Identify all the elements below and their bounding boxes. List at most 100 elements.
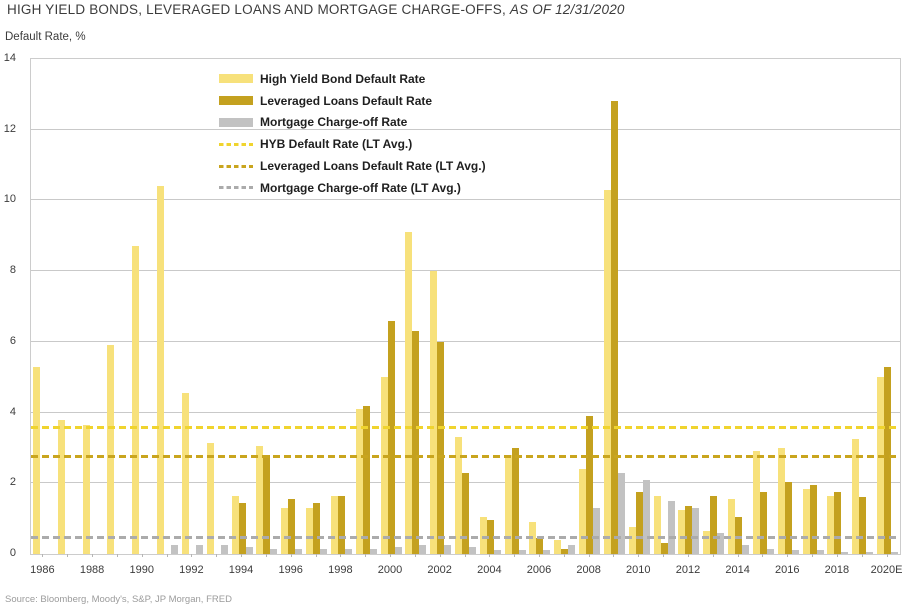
bar <box>752 451 760 554</box>
plot-area: High Yield Bond Default Rate Leveraged L… <box>30 58 901 555</box>
x-tick-mark <box>787 554 789 557</box>
legend-item-leveraged-loans-avg: Leveraged Loans Default Rate (LT Avg.) <box>219 155 486 177</box>
bar <box>561 548 569 554</box>
x-tick-mark <box>514 554 516 557</box>
bar <box>809 485 817 554</box>
x-tick-mark <box>265 554 267 557</box>
gridline <box>31 199 900 201</box>
x-tick-mark <box>762 554 764 557</box>
bar-group-1999 <box>354 59 379 554</box>
bar <box>891 552 899 554</box>
x-tick-mark <box>166 554 168 557</box>
bar <box>270 548 278 554</box>
legend-label: HYB Default Rate (LT Avg.) <box>260 137 413 152</box>
x-tick-label: 1990 <box>129 564 154 576</box>
bar <box>784 481 792 554</box>
bar <box>554 539 562 554</box>
x-tick-mark <box>390 554 391 557</box>
bar <box>834 492 842 554</box>
legend-item-leveraged-loans: Leveraged Loans Default Rate <box>219 90 486 112</box>
bar-group-2019 <box>850 59 875 554</box>
y-tick-label: 12 <box>3 122 16 135</box>
bar <box>231 495 239 554</box>
bar-group-2014 <box>726 59 751 554</box>
x-tick-label: 2018 <box>824 564 850 576</box>
y-tick-label: 8 <box>9 264 16 277</box>
bar <box>82 424 90 554</box>
x-tick-mark <box>92 554 94 557</box>
bar <box>504 455 512 554</box>
bar <box>610 101 618 554</box>
bar-group-1992 <box>180 59 205 554</box>
bar-group-2015 <box>751 59 776 554</box>
bar <box>195 545 203 554</box>
bar <box>710 495 718 554</box>
x-tick-label: 2020E <box>870 564 903 576</box>
bar <box>313 502 321 554</box>
bar <box>220 545 228 554</box>
x-tick-mark <box>42 554 44 557</box>
x-tick-label: 1988 <box>79 564 105 576</box>
bar <box>107 345 115 554</box>
x-tick-mark <box>191 554 193 557</box>
bar <box>394 546 402 554</box>
y-tick-label: 4 <box>9 405 16 418</box>
x-tick-mark <box>340 554 342 557</box>
bars-layer <box>31 59 900 554</box>
bar-group-2001 <box>403 59 428 554</box>
x-tick-mark <box>489 554 491 557</box>
bar <box>536 538 544 554</box>
bar <box>518 550 526 554</box>
bar-group-1989 <box>105 59 130 554</box>
bar <box>653 495 661 554</box>
x-tick-mark <box>464 554 466 557</box>
bar <box>735 516 743 554</box>
legend-item-hyb-avg: HYB Default Rate (LT Avg.) <box>219 133 486 155</box>
bar <box>295 548 303 554</box>
bar <box>306 508 314 554</box>
bar <box>791 550 799 554</box>
bar <box>419 545 427 554</box>
bar <box>593 508 601 554</box>
bar <box>171 545 179 554</box>
bar <box>362 405 370 554</box>
bar-group-1986 <box>31 59 56 554</box>
x-tick-label: 2016 <box>775 564 800 576</box>
bar-group-2013 <box>701 59 726 554</box>
bar-group-2002 <box>428 59 453 554</box>
bar <box>461 472 469 554</box>
x-tick-mark <box>588 554 590 557</box>
bar <box>728 499 736 554</box>
avg-line <box>31 454 900 458</box>
bar <box>628 527 636 554</box>
bar <box>603 189 611 554</box>
bar <box>32 366 40 554</box>
y-tick-label: 10 <box>3 193 16 206</box>
bar-group-1987 <box>56 59 81 554</box>
bar <box>245 546 253 554</box>
x-tick-mark <box>67 554 69 557</box>
y-tick-label: 6 <box>9 334 16 347</box>
bar <box>238 502 246 554</box>
gridline <box>31 270 900 272</box>
x-tick-label: 2014 <box>725 564 750 576</box>
avg-line <box>31 536 900 540</box>
bar <box>206 442 214 554</box>
bar <box>430 271 438 554</box>
bar <box>355 409 363 554</box>
bar <box>877 377 885 554</box>
legend-item-mortgage-avg: Mortgage Charge-off Rate (LT Avg.) <box>219 177 486 199</box>
y-tick-label: 2 <box>9 476 16 489</box>
x-tick-label: 1998 <box>328 564 353 576</box>
bar <box>281 508 289 554</box>
x-tick-label: 2010 <box>626 564 651 576</box>
x-tick-label: 2006 <box>526 564 552 576</box>
bar-group-1997 <box>304 59 329 554</box>
legend-label: High Yield Bond Default Rate <box>260 71 426 86</box>
bar-group-2000 <box>379 59 404 554</box>
bar <box>444 545 452 554</box>
x-tick-mark <box>315 554 317 557</box>
legend-item-mortgage: Mortgage Charge-off Rate <box>219 112 486 134</box>
x-tick-mark <box>563 554 565 557</box>
